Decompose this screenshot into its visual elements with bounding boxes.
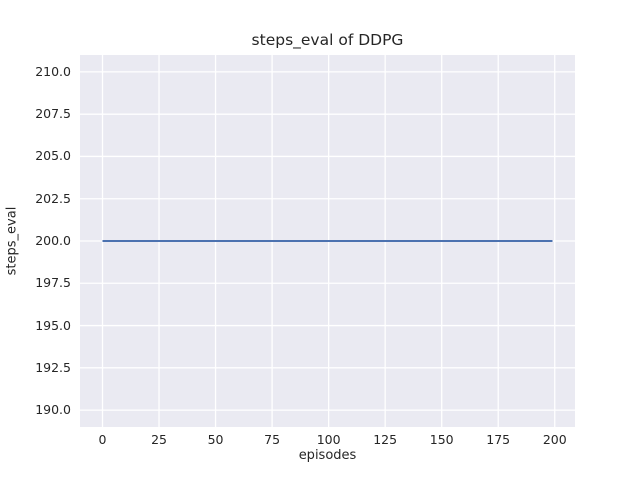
y-tick-label: 197.5 — [35, 275, 71, 291]
plot-svg — [80, 55, 575, 427]
y-tick-label: 190.0 — [35, 402, 71, 418]
y-tick-label: 192.5 — [35, 359, 71, 375]
y-tick-label: 200.0 — [35, 233, 71, 248]
x-tick-label: 25 — [151, 432, 167, 447]
y-tick-label: 202.5 — [35, 190, 71, 206]
x-tick-label: 175 — [486, 432, 511, 447]
x-axis-label: episodes — [298, 448, 357, 463]
x-tick-label: 200 — [542, 432, 567, 447]
y-tick-label: 195.0 — [35, 317, 71, 333]
y-tick-label: 210.0 — [35, 63, 71, 79]
x-tick-label: 150 — [429, 432, 454, 447]
chart-title: steps_eval of DDPG — [251, 31, 404, 49]
x-tick-label: 0 — [98, 432, 107, 447]
x-tick-label: 75 — [264, 432, 281, 447]
y-tick-label: 207.5 — [35, 106, 71, 122]
x-tick-label: 125 — [373, 432, 398, 447]
x-tick-label: 100 — [316, 432, 341, 447]
plot-area — [80, 55, 575, 427]
x-tick-label: 50 — [207, 432, 224, 447]
y-tick-label: 205.0 — [35, 148, 71, 164]
